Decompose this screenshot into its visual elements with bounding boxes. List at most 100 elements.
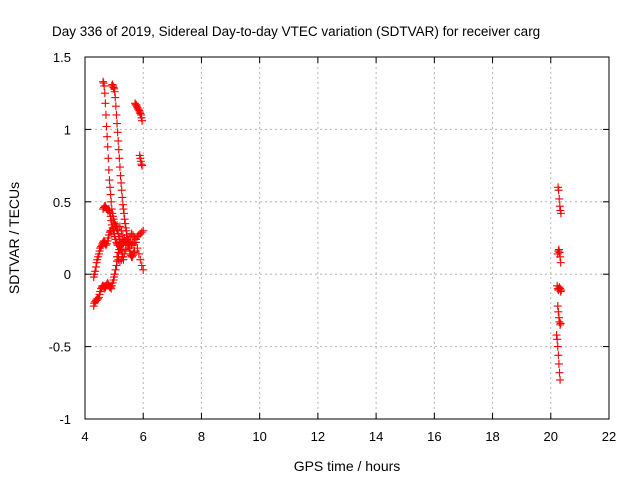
data-point [552,331,561,340]
series-11 [553,245,565,267]
data-point [120,209,129,218]
y-axis-label: SDTVAR / TECUs [6,182,22,294]
data-point [105,207,114,216]
data-point [553,342,562,351]
series-14 [552,331,565,384]
data-point [104,154,113,163]
data-point [107,216,116,225]
data-point [105,228,114,237]
data-point [139,265,148,274]
x-tick-label: 16 [427,429,441,444]
x-tick-labels: 4 6 8 10 12 14 16 18 20 22 [81,429,616,444]
data-point [115,163,124,172]
data-point [120,215,129,224]
data-points [89,77,566,384]
x-tick-label: 20 [544,429,558,444]
data-point [555,248,564,257]
data-point [557,286,566,295]
data-point [99,77,108,86]
data-point [104,165,113,174]
data-point [556,287,565,296]
data-point [136,255,145,264]
data-point [115,222,124,231]
data-point [118,200,127,209]
data-point [111,93,120,102]
data-point [556,375,565,384]
series-13 [553,302,565,329]
data-point [555,368,564,377]
y-tick-labels: -1 -0.5 0 0.5 1 1.5 [49,50,71,427]
data-point [553,302,562,311]
series-12 [553,281,566,296]
y-tick-label: 0.5 [53,195,71,210]
data-point [129,248,138,257]
x-tick-label: 8 [198,429,205,444]
data-point [138,161,147,170]
data-point [92,262,101,271]
data-point [114,145,123,154]
data-point [553,335,562,344]
data-point [556,319,565,328]
data-point [119,205,128,214]
data-point [118,193,127,202]
data-point [137,261,146,270]
series-5 [99,202,124,250]
data-point [111,265,120,274]
data-point [555,194,564,203]
data-point [115,238,124,247]
data-point [133,244,142,253]
y-tick-label: 1 [64,122,71,137]
data-point [100,81,109,90]
x-tick-label: 14 [369,429,383,444]
data-point [137,160,146,169]
series-1 [89,236,129,311]
data-point [555,202,564,211]
data-point [106,212,115,221]
data-point [136,109,145,118]
data-point [137,228,146,237]
data-point [121,219,130,228]
x-tick-label: 18 [485,429,499,444]
series-9 [135,151,147,170]
data-point [554,247,563,256]
data-point [113,128,122,137]
data-point [556,252,565,261]
data-point [114,136,123,145]
data-point [115,239,124,248]
data-point [115,257,124,266]
data-point [101,110,110,119]
y-tick-label: -1 [59,412,71,427]
data-point [115,154,124,163]
data-point [103,132,112,141]
data-point [123,241,132,250]
data-point [124,236,133,245]
data-point [106,183,115,192]
data-point [102,122,111,131]
data-point [112,261,121,270]
y-tick-label: 0 [64,267,71,282]
chart-title: Day 336 of 2019, Sidereal Day-to-day VTE… [52,24,540,39]
data-point [106,190,115,199]
data-point [131,238,140,247]
data-point [113,119,122,128]
x-tick-label: 12 [311,429,325,444]
data-point [117,186,126,195]
plot-frame [84,56,610,420]
series-2 [89,226,116,282]
data-point [105,176,114,185]
x-tick-label: 22 [602,429,616,444]
data-point [104,206,113,215]
data-point [130,234,139,242]
data-point [556,209,565,218]
data-point [556,320,565,329]
data-point [111,102,120,111]
data-point [138,116,147,125]
grid-lines [85,57,609,419]
data-point [117,178,126,187]
x-tick-label: 6 [140,429,147,444]
axis-ticks [84,56,610,420]
data-point [101,241,110,250]
data-point [554,307,563,316]
data-point [121,245,130,254]
data-point [101,99,110,108]
